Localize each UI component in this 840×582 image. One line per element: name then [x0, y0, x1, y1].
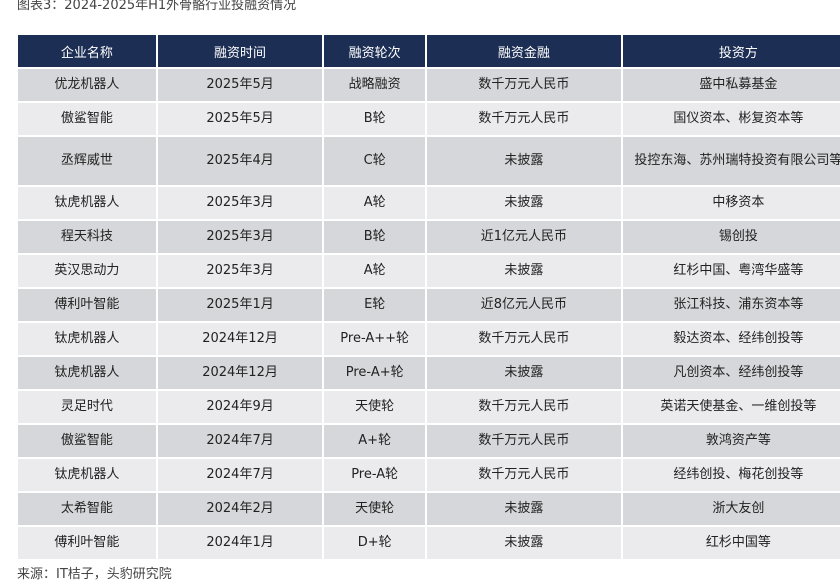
table-cell: 优龙机器人 [18, 69, 156, 101]
table-cell: 太希智能 [18, 493, 156, 525]
table-cell: 数千万元人民币 [426, 391, 621, 423]
table-cell: 程天科技 [18, 221, 156, 253]
table-cell: 经纬创投、梅花创投等 [622, 459, 840, 491]
column-header: 企业名称 [18, 35, 156, 67]
table-cell: 未披露 [426, 527, 621, 559]
table-cell: 数千万元人民币 [426, 69, 621, 101]
table-cell: Pre-A轮 [324, 459, 425, 491]
table-row: 太希智能 2024年2月 天使轮 未披露 浙大友创 [18, 493, 840, 525]
table-cell: 凡创资本、经纬创投等 [622, 357, 840, 389]
table-cell: 2025年1月 [157, 289, 323, 321]
column-header: 融资轮次 [324, 35, 425, 67]
table-row: 钛虎机器人 2024年12月 Pre-A++轮 数千万元人民币 毅达资本、经纬创投等 [18, 323, 840, 355]
column-header: 融资金融 [426, 35, 621, 67]
table-cell: 战略融资 [324, 69, 425, 101]
table-cell: 未披露 [426, 255, 621, 287]
table-cell: Pre-A++轮 [324, 323, 425, 355]
table-cell: 英汉思动力 [18, 255, 156, 287]
table-cell: 张江科技、浦东资本等 [622, 289, 840, 321]
table-cell: 数千万元人民币 [426, 459, 621, 491]
table-cell: 2024年12月 [157, 323, 323, 355]
figure-title: 图表3：2024-2025年H1外骨骼行业投融资情况 [17, 0, 297, 13]
table-row: 丞辉威世 2025年4月 C轮 未披露 投控东海、苏州瑞特投资有限公司等 [18, 137, 840, 185]
table-cell: 红杉中国等 [622, 527, 840, 559]
table-cell: 2025年3月 [157, 255, 323, 287]
table-cell: 丞辉威世 [18, 137, 156, 185]
table-cell: 投控东海、苏州瑞特投资有限公司等 [622, 137, 840, 185]
table-cell: A轮 [324, 187, 425, 219]
table-row: 英汉思动力 2025年3月 A轮 未披露 红杉中国、粤湾华盛等 [18, 255, 840, 287]
table-cell: 近1亿元人民币 [426, 221, 621, 253]
table-cell: 盛中私募基金 [622, 69, 840, 101]
table-cell: 数千万元人民币 [426, 425, 621, 457]
table-cell: 中移资本 [622, 187, 840, 219]
table-row: 优龙机器人 2025年5月 战略融资 数千万元人民币 盛中私募基金 [18, 69, 840, 101]
table-cell: B轮 [324, 103, 425, 135]
table-cell: A+轮 [324, 425, 425, 457]
source-note: 来源：IT桔子，头豹研究院 [17, 567, 172, 582]
table-cell: 钛虎机器人 [18, 459, 156, 491]
table-cell: 2024年7月 [157, 459, 323, 491]
table-cell: 英诺天使基金、一维创投等 [622, 391, 840, 423]
table-row: 傲鲨智能 2025年5月 B轮 数千万元人民币 国仪资本、彬复资本等 [18, 103, 840, 135]
table-row: 灵足时代 2024年9月 天使轮 数千万元人民币 英诺天使基金、一维创投等 [18, 391, 840, 423]
table-cell: 2025年5月 [157, 69, 323, 101]
table-cell: 2025年5月 [157, 103, 323, 135]
header-row: 企业名称 融资时间 融资轮次 融资金融 投资方 [18, 35, 840, 67]
table-cell: C轮 [324, 137, 425, 185]
table-cell: 浙大友创 [622, 493, 840, 525]
table-cell: B轮 [324, 221, 425, 253]
table-cell: 未披露 [426, 187, 621, 219]
column-header: 融资时间 [157, 35, 323, 67]
table-cell: 2024年2月 [157, 493, 323, 525]
table-cell: 红杉中国、粤湾华盛等 [622, 255, 840, 287]
table-cell: 2025年3月 [157, 187, 323, 219]
table-cell: 傲鲨智能 [18, 425, 156, 457]
table-cell: 数千万元人民币 [426, 323, 621, 355]
table-cell: 钛虎机器人 [18, 323, 156, 355]
table-cell: 国仪资本、彬复资本等 [622, 103, 840, 135]
table-cell: 未披露 [426, 493, 621, 525]
table-cell: 锡创投 [622, 221, 840, 253]
table-cell: 钛虎机器人 [18, 357, 156, 389]
table-cell: 傲鲨智能 [18, 103, 156, 135]
table-row: 傅利叶智能 2024年1月 D+轮 未披露 红杉中国等 [18, 527, 840, 559]
table-cell: 2024年9月 [157, 391, 323, 423]
table-cell: 天使轮 [324, 391, 425, 423]
table-row: 钛虎机器人 2024年7月 Pre-A轮 数千万元人民币 经纬创投、梅花创投等 [18, 459, 840, 491]
table-cell: 2024年7月 [157, 425, 323, 457]
table-cell: 傅利叶智能 [18, 289, 156, 321]
table-cell: 2025年4月 [157, 137, 323, 185]
table-cell: 2024年12月 [157, 357, 323, 389]
table-cell: 数千万元人民币 [426, 103, 621, 135]
table-cell: 傅利叶智能 [18, 527, 156, 559]
table-row: 钛虎机器人 2024年12月 Pre-A+轮 未披露 凡创资本、经纬创投等 [18, 357, 840, 389]
table-cell: E轮 [324, 289, 425, 321]
table-cell: Pre-A+轮 [324, 357, 425, 389]
table-cell: 钛虎机器人 [18, 187, 156, 219]
table-cell: 灵足时代 [18, 391, 156, 423]
table-row: 钛虎机器人 2025年3月 A轮 未披露 中移资本 [18, 187, 840, 219]
table-cell: 天使轮 [324, 493, 425, 525]
table-cell: D+轮 [324, 527, 425, 559]
table-cell: 2024年1月 [157, 527, 323, 559]
table-cell: 毅达资本、经纬创投等 [622, 323, 840, 355]
table-row: 程天科技 2025年3月 B轮 近1亿元人民币 锡创投 [18, 221, 840, 253]
table-cell: A轮 [324, 255, 425, 287]
table-cell: 未披露 [426, 137, 621, 185]
table-row: 傲鲨智能 2024年7月 A+轮 数千万元人民币 敦鸿资产等 [18, 425, 840, 457]
table-row: 傅利叶智能 2025年1月 E轮 近8亿元人民币 张江科技、浦东资本等 [18, 289, 840, 321]
table-cell: 2025年3月 [157, 221, 323, 253]
financing-table: 企业名称 融资时间 融资轮次 融资金融 投资方 优龙机器人 2025年5月 战略融资 数千万元… [16, 33, 840, 561]
column-header: 投资方 [622, 35, 840, 67]
table-cell: 近8亿元人民币 [426, 289, 621, 321]
table-cell: 未披露 [426, 357, 621, 389]
table-cell: 敦鸿资产等 [622, 425, 840, 457]
